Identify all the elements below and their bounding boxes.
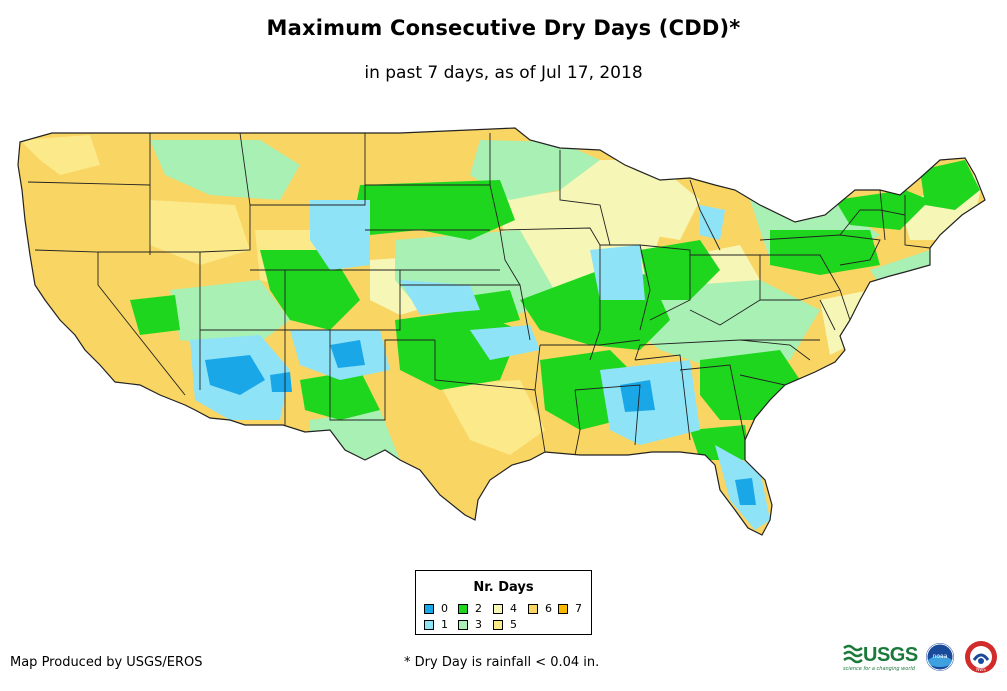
usgs-tagline: science for a changing world — [843, 666, 915, 672]
usgs-wordmark: USGS — [863, 643, 918, 666]
legend-swatch — [528, 603, 538, 614]
legend-item-1: 1 — [424, 618, 448, 631]
legend-item-0: 0 — [424, 602, 448, 615]
legend-label: 5 — [510, 618, 517, 631]
legend-label: 7 — [575, 602, 582, 615]
legend-item-3: 3 — [458, 618, 482, 631]
nws-logo-icon: NWS — [965, 641, 997, 673]
map-subtitle: in past 7 days, as of Jul 17, 2018 — [364, 63, 643, 83]
legend-label: 6 — [545, 602, 552, 615]
legend-swatch — [493, 603, 503, 614]
legend-item-6: 6 — [528, 602, 552, 615]
nws-text: NWS — [976, 667, 986, 672]
legend-item-4: 4 — [493, 602, 517, 615]
legend-swatch — [458, 603, 468, 614]
legend-swatch — [458, 619, 468, 630]
map-title: Maximum Consecutive Dry Days (CDD)* — [266, 16, 741, 40]
noaa-logo-icon: noaa — [926, 643, 954, 671]
legend-swatch — [424, 619, 434, 630]
legend-label: 0 — [441, 602, 448, 615]
legend-swatch — [493, 619, 503, 630]
usgs-logo: USGS science for a changing world — [843, 642, 918, 673]
legend-label: 2 — [475, 602, 482, 615]
cdd-field — [18, 128, 985, 535]
legend-label: 1 — [441, 618, 448, 631]
legend-item-2: 2 — [458, 602, 482, 615]
state-boundaries — [17, 127, 986, 536]
usgs-wave-icon — [843, 644, 863, 664]
legend-title: Nr. Days — [473, 580, 534, 595]
legend-swatch — [424, 603, 434, 614]
legend: Nr. Days 0 1 2 3 4 5 6 7 — [415, 570, 592, 635]
noaa-text: noaa — [933, 653, 948, 660]
legend-item-7: 7 — [558, 602, 582, 615]
legend-label: 4 — [510, 602, 517, 615]
legend-item-5: 5 — [493, 618, 517, 631]
dry-day-note: * Dry Day is rainfall < 0.04 in. — [404, 655, 600, 670]
credit-text: Map Produced by USGS/EROS — [10, 655, 203, 670]
legend-swatch — [558, 603, 568, 614]
legend-label: 3 — [475, 618, 482, 631]
